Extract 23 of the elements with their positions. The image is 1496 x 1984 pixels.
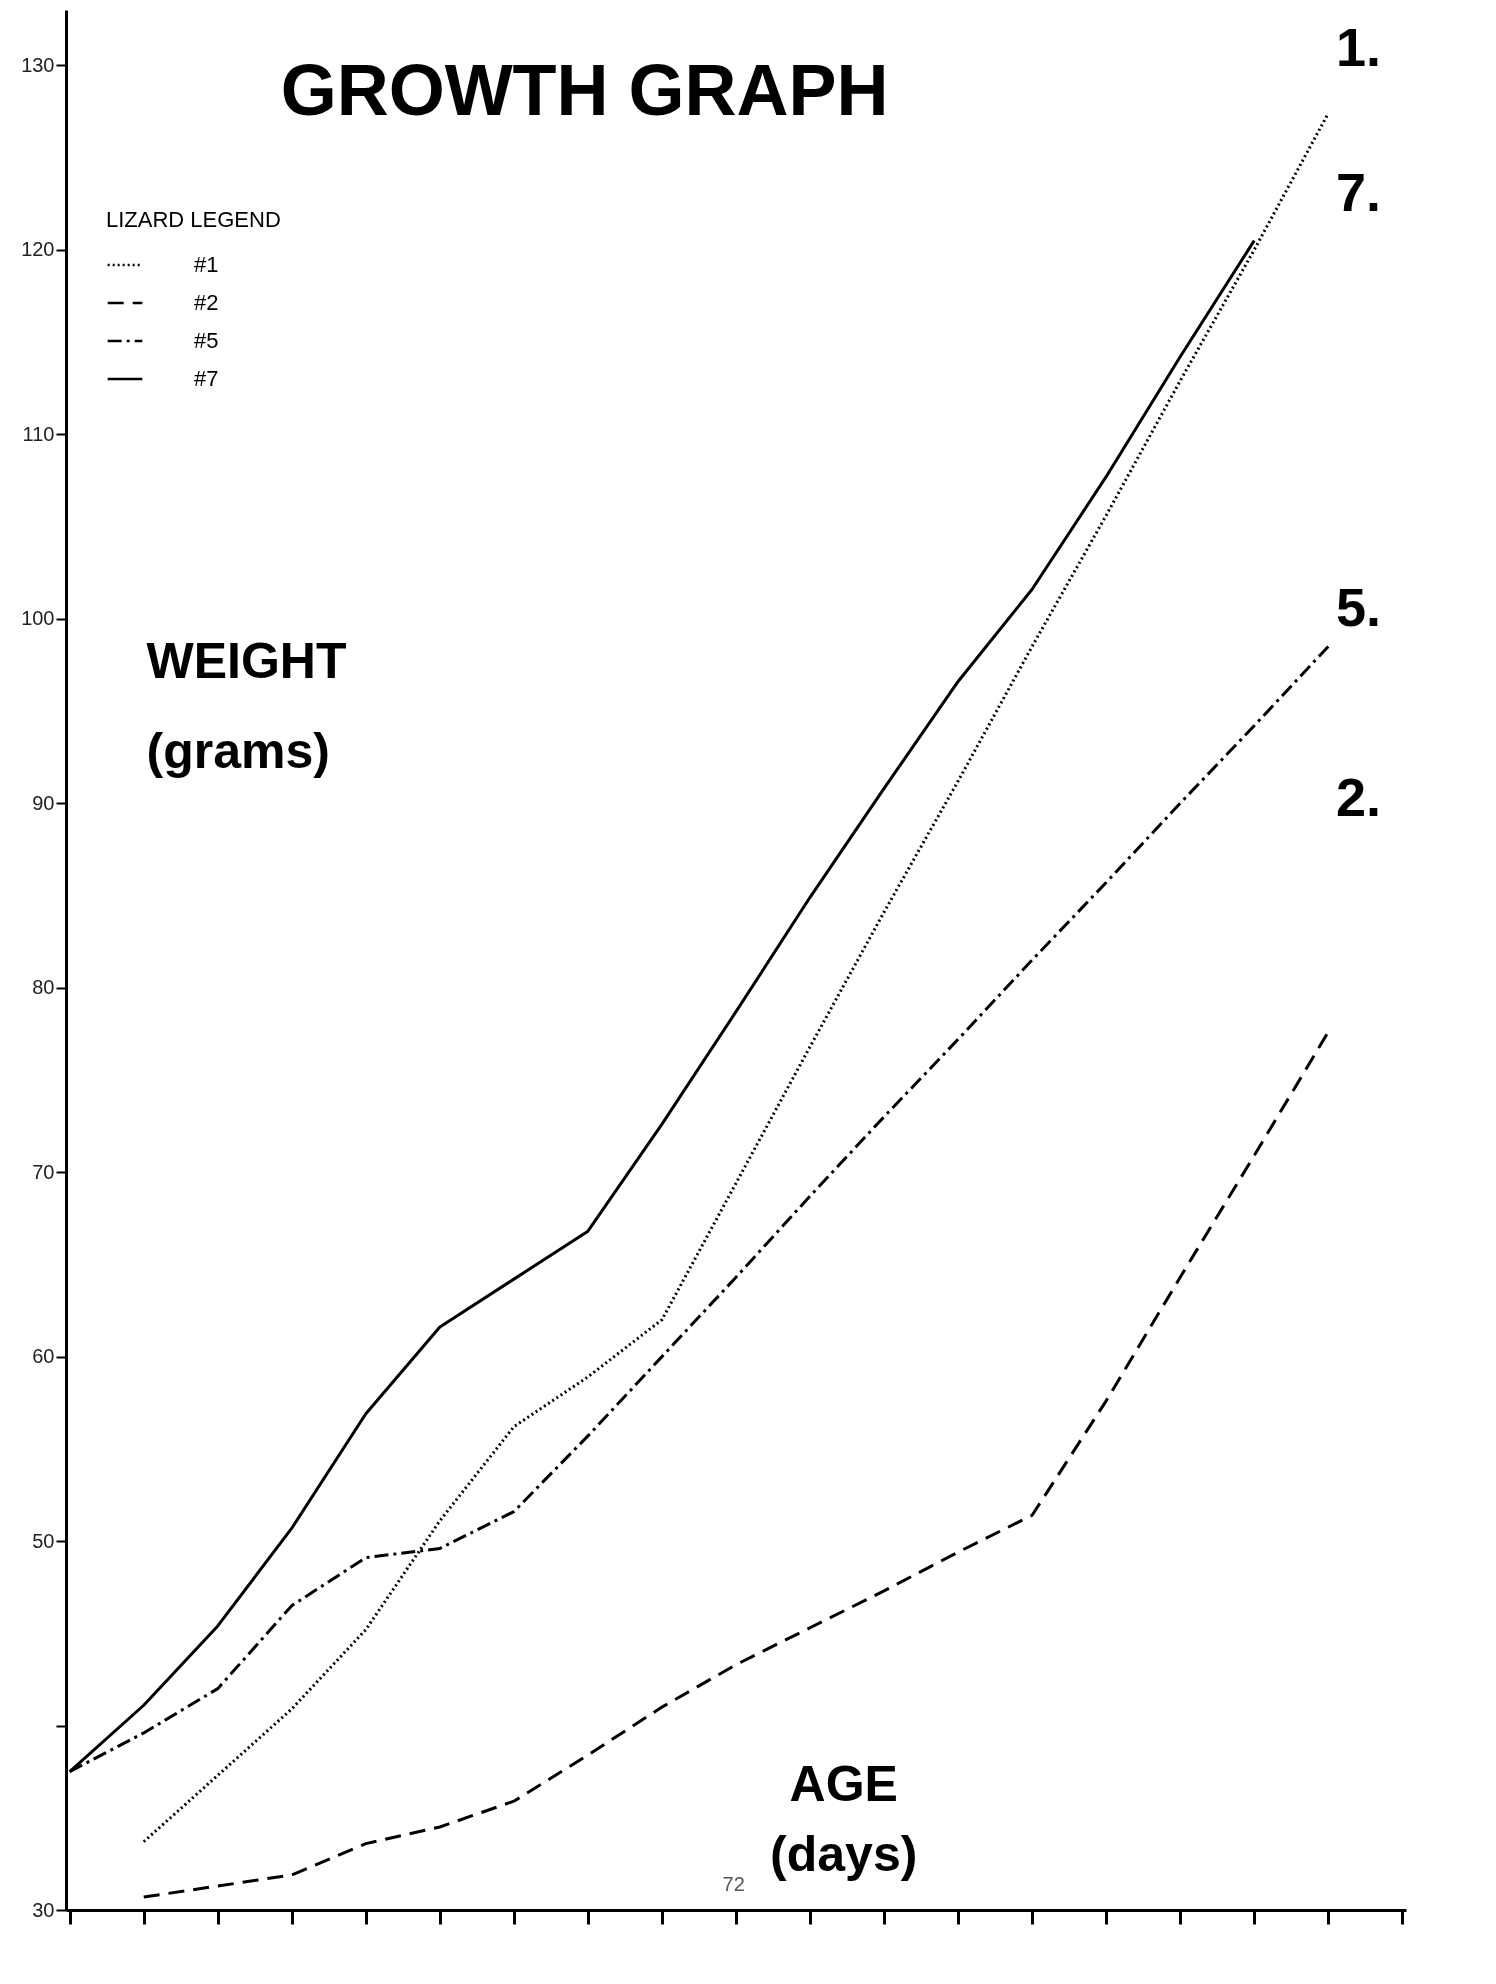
- text: GROWTH GRAPH: [280, 50, 889, 130]
- legend-title: LIZARD LEGEND: [106, 207, 281, 232]
- legend-label: #5: [194, 328, 219, 353]
- y-tick-label: 90: [32, 791, 55, 814]
- y-tick-label: 130: [21, 53, 55, 76]
- y-tick-label: 50: [32, 1529, 55, 1552]
- annotation: 1.: [1336, 17, 1382, 77]
- legend-label: #1: [194, 252, 219, 277]
- annotation: 72: [722, 1873, 745, 1895]
- annotation: 7.: [1336, 162, 1382, 222]
- y-tick-label: 110: [22, 422, 55, 445]
- y-tick-label: 100: [21, 607, 55, 630]
- annotation: 2.: [1336, 767, 1382, 827]
- legend-label: #7: [194, 366, 219, 391]
- legend-label: #2: [194, 290, 219, 315]
- y-tick-label: 60: [32, 1345, 55, 1368]
- annotation: 5.: [1336, 577, 1382, 637]
- y-tick-label: 70: [32, 1160, 55, 1183]
- y-tick-label: 80: [32, 976, 55, 999]
- y-tick-label: 30: [32, 1898, 55, 1921]
- x-axis-title: AGE (days): [770, 1755, 918, 1882]
- y-axis-title: WEIGHT (grams): [146, 632, 347, 779]
- y-tick-label: 120: [21, 238, 55, 261]
